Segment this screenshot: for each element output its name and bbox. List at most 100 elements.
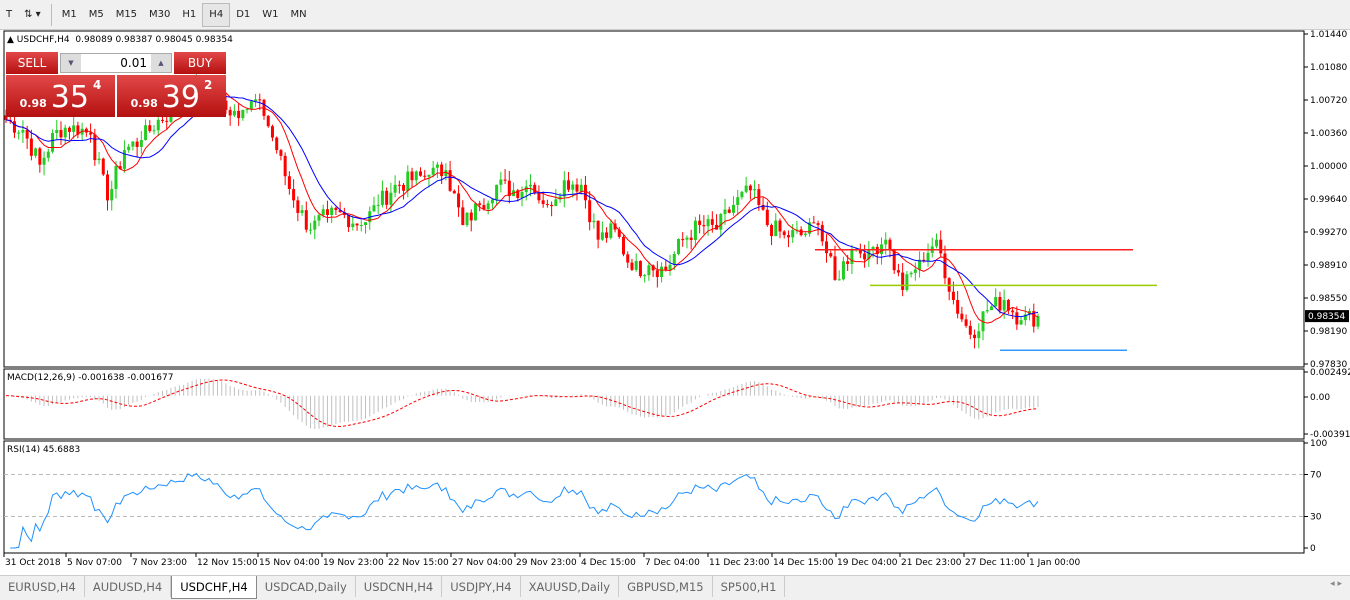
candle-body [372,205,376,212]
candle-body [380,190,384,205]
candle-body [681,239,685,241]
candle-body [258,99,262,101]
candle-body [964,319,968,326]
candle-body [144,125,148,141]
candle-body [634,261,638,270]
candle-body [448,170,452,191]
candle-body [495,184,499,200]
candle-body [17,132,21,134]
candle-body [524,186,528,193]
candle-body [833,256,837,280]
tab-eurusd-h4[interactable]: EURUSD,H4 [0,576,85,597]
timeframe-h4[interactable]: H4 [202,2,231,27]
candle-body [960,313,964,320]
time-axis-label: 4 Dec 15:00 [581,558,636,568]
buy-price[interactable]: 0.98 39 2 [117,75,226,117]
candle-body [241,109,245,119]
chart-area[interactable]: 1.01440 1.01080 1.00720 1.00360 1.00000 0.996… [0,30,1350,575]
candle-body [507,180,511,197]
candle-body [651,265,655,271]
candle-body [440,164,444,177]
candle-body [93,134,97,161]
candle-body [127,146,131,151]
tab-usdchf-h4[interactable]: USDCHF,H4 [171,576,257,599]
price-axis-label: 0.99640 [1310,195,1347,205]
tab-usdjpy-h4[interactable]: USDJPY,H4 [442,576,521,597]
candle-body [1015,312,1019,325]
candle-body [321,209,325,216]
timeframe-m15[interactable]: M15 [115,9,138,20]
candle-body [968,325,972,335]
candle-body [778,220,782,232]
candle-body [977,331,981,339]
buy-button[interactable]: BUY [174,52,226,74]
candle-body [562,180,566,197]
price-axis-label: 0.99270 [1310,228,1347,238]
tab-usdcnh-h4[interactable]: USDCNH,H4 [356,576,443,597]
candle-body [825,241,829,254]
buy-price-pips: 39 [161,80,200,115]
candle-body [418,171,422,176]
candle-body [156,119,160,131]
candle-body [152,130,156,132]
candle-body [740,191,744,198]
tab-gbpusd-m15[interactable]: GBPUSD,M15 [619,576,713,597]
candle-body [34,148,38,156]
candle-body [376,204,380,206]
timeframe-m5[interactable]: M5 [88,9,104,20]
candle-body [918,259,922,270]
candle-body [347,214,351,228]
candle-body [469,212,473,221]
candle-body [901,272,905,290]
tab-sp500-h1[interactable]: SP500,H1 [713,576,786,597]
candle-body [698,220,702,226]
candle-body [237,110,241,119]
macd-signal-line [5,379,1039,427]
candle-body [160,119,164,121]
time-axis-label: 22 Nov 15:00 [388,558,449,568]
candle-body [537,192,541,201]
macd-axis-label: 0.00 [1310,393,1330,403]
candle-body [300,210,304,213]
candle-body [528,184,532,187]
tab-audusd-h4[interactable]: AUDUSD,H4 [85,576,172,597]
candle-body [926,252,930,262]
candle-body [279,150,283,156]
tab-scroll-arrows[interactable]: ◂ ▸ [1330,579,1342,589]
candle-body [647,265,651,276]
candle-body [1023,314,1027,321]
lot-input[interactable]: 0.01 [120,56,147,70]
candle-body [592,220,596,223]
timeframe-mn[interactable]: MN [290,9,307,20]
sell-button[interactable]: SELL [6,52,58,74]
tab-xauusd-daily[interactable]: XAUUSD,Daily [521,576,620,597]
candle-body [444,170,448,177]
text-tool-button[interactable]: T [6,9,13,20]
candle-body [545,204,549,206]
timeframe-m30[interactable]: M30 [149,9,171,20]
lot-decrease-button[interactable]: ▼ [61,54,81,72]
candle-body [803,233,807,236]
price-axis-label: 0.98910 [1310,261,1347,271]
objects-menu-button[interactable]: ⇅ ▾ [24,9,41,20]
candle-body [875,246,879,255]
tab-usdcad-daily[interactable]: USDCAD,Daily [257,576,356,597]
candle-body [228,109,232,116]
candle-body [457,193,461,208]
timeframe-m1[interactable]: M1 [61,9,77,20]
candle-body [685,237,689,240]
candle-body [364,222,368,226]
candle-body [76,125,80,135]
timeframe-w1[interactable]: W1 [262,9,279,20]
candle-body [609,223,613,238]
candle-body [706,219,710,227]
lot-increase-button[interactable]: ▲ [151,54,171,72]
candle-body [715,224,719,230]
sell-price[interactable]: 0.98 35 4 [6,75,115,117]
timeframe-h1[interactable]: H1 [182,9,197,20]
candle-body [232,110,236,116]
candle-body [731,204,735,213]
candle-body [482,204,486,210]
time-axis-label: 15 Nov 04:00 [259,558,320,568]
timeframe-d1[interactable]: D1 [236,9,251,20]
